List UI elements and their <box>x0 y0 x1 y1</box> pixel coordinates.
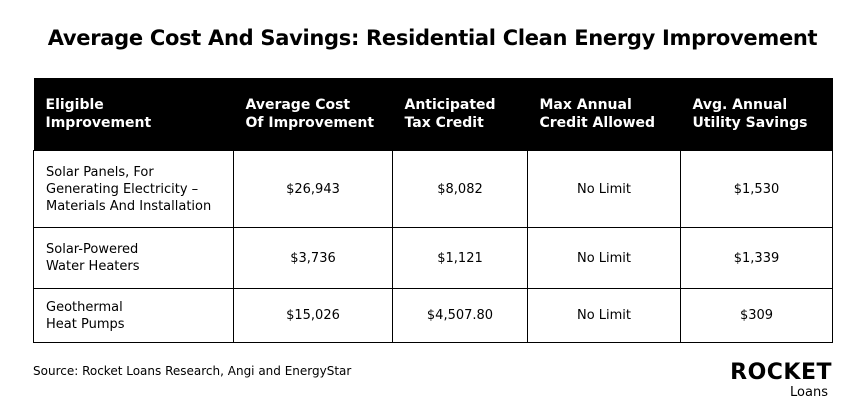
table: Eligible Improvement Average Cost Of Improv… <box>33 78 833 343</box>
table-cell: $1,530 <box>680 150 833 228</box>
logo-word: ROCKET <box>730 360 832 385</box>
table-cell: $3,736 <box>233 227 393 289</box>
cell-line: Heat Pumps <box>46 316 125 332</box>
cell-line: Geothermal <box>46 299 123 315</box>
table-cell: $8,082 <box>392 150 528 228</box>
header-cell: Average Cost Of Improvement <box>233 78 393 151</box>
cell-line: Utility Savings <box>692 115 808 131</box>
cell-line: Tax Credit <box>404 115 484 131</box>
header-cell: Eligible Improvement <box>33 78 234 151</box>
cell-line: Anticipated <box>404 97 496 113</box>
source-note: Source: Rocket Loans Research, Angi and … <box>33 364 352 378</box>
cell-line: Improvement <box>45 115 152 131</box>
table-cell: $15,026 <box>233 288 393 343</box>
cell-line: Max Annual <box>539 97 632 113</box>
table-cell: Solar Panels, For Generating Electricity … <box>33 150 234 228</box>
cell-line: Materials And Installation <box>46 198 212 214</box>
table-cell: No Limit <box>527 288 681 343</box>
table-cell: $26,943 <box>233 150 393 228</box>
cell-line: Of Improvement <box>245 115 375 131</box>
cell-line: Generating Electricity – <box>46 181 199 197</box>
table-cell: $309 <box>680 288 833 343</box>
table-row: Geothermal Heat Pumps $15,026 $4,507.80 No L… <box>33 288 833 343</box>
cell-line: Solar-Powered <box>46 242 139 257</box>
table-cell: No Limit <box>527 227 681 289</box>
table-cell: $4,507.80 <box>392 288 528 343</box>
cell-line: Water Heaters <box>46 259 140 274</box>
cell-line: Eligible <box>45 97 104 113</box>
table-cell: $1,121 <box>392 227 528 289</box>
header-row: Eligible Improvement Average Cost Of Improv… <box>33 78 833 151</box>
cell-line: Avg. Annual <box>692 97 788 113</box>
table-cell: $1,339 <box>680 227 833 289</box>
table-cell: Solar-Powered Water Heaters <box>33 227 234 289</box>
table-cell: No Limit <box>527 150 681 228</box>
cell-line: Average Cost <box>245 97 351 113</box>
table-row: Solar-Powered Water Heaters $3,736 $1,121 No… <box>33 227 833 289</box>
cell-line: Solar Panels, For <box>46 164 154 180</box>
header-cell: Avg. Annual Utility Savings <box>680 78 833 151</box>
logo: ROCKET Loans <box>722 360 832 401</box>
table-cell: Geothermal Heat Pumps <box>33 288 234 343</box>
header-cell: Anticipated Tax Credit <box>392 78 528 151</box>
header-cell: Max Annual Credit Allowed <box>527 78 681 151</box>
title: Average Cost And Savings: Residential Cl… <box>47 26 818 50</box>
logo-sub: Loans <box>790 385 828 400</box>
table-body: Solar Panels, For Generating Electricity … <box>33 150 833 343</box>
table-row: Solar Panels, For Generating Electricity … <box>33 150 833 228</box>
cell-line: Credit Allowed <box>539 115 656 131</box>
